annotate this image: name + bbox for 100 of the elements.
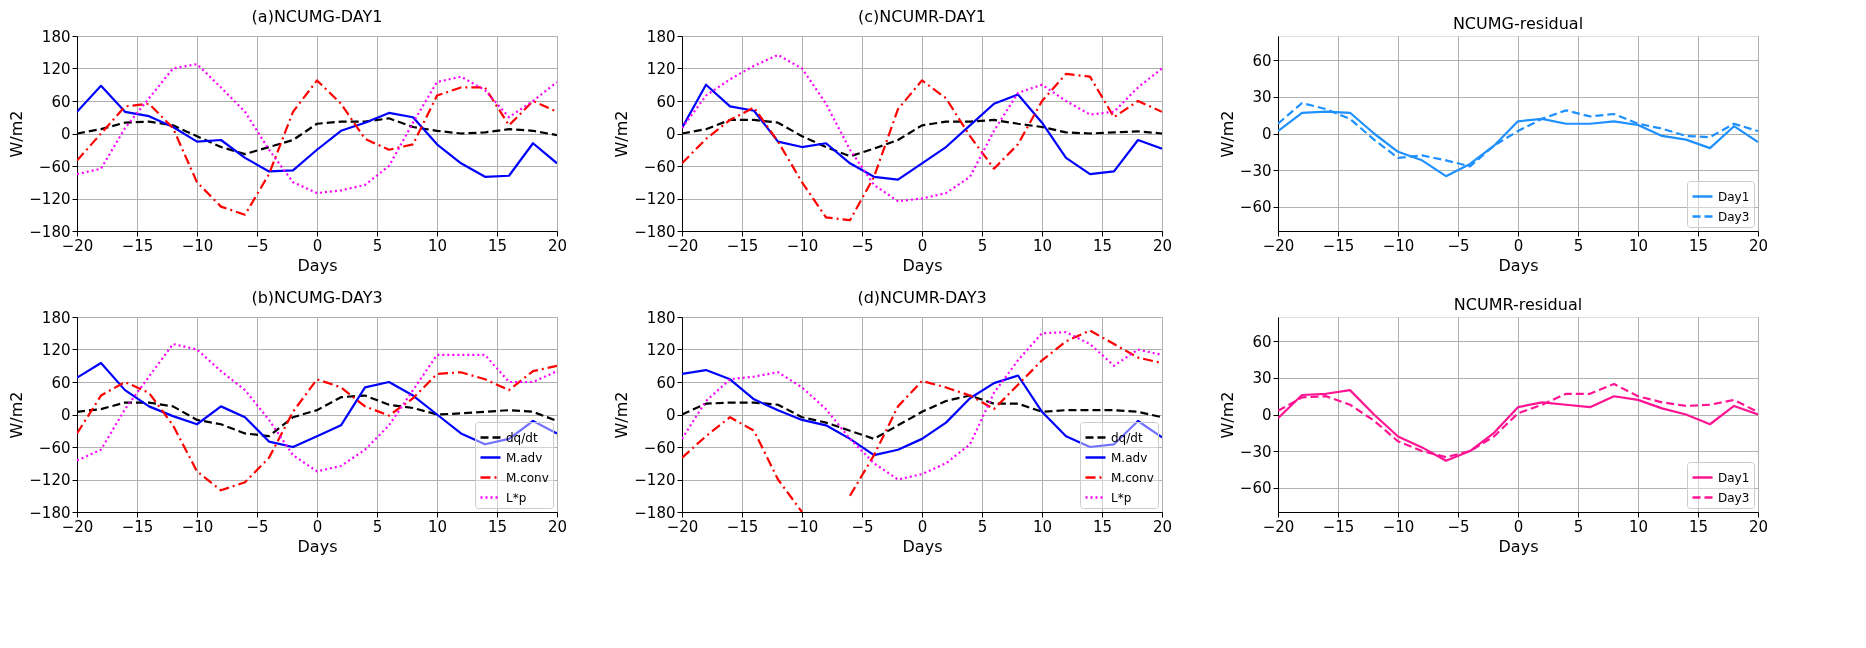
- x-tick-label: −10: [181, 517, 214, 536]
- x-tick-label: −10: [1382, 236, 1415, 255]
- legend-label: M.adv: [1111, 450, 1148, 465]
- x-tick-label: −15: [726, 517, 759, 536]
- y-tick-label: −60: [1239, 479, 1272, 498]
- chart-title: (d)NCUMR-DAY3: [857, 288, 987, 307]
- x-tick-label: 0: [312, 517, 323, 536]
- x-tick-label: 5: [372, 236, 383, 255]
- y-tick-label: 0: [60, 406, 71, 424]
- x-tick-label: −10: [786, 517, 819, 536]
- x-tick-label: 20: [1748, 236, 1769, 255]
- line-series: [77, 79, 557, 216]
- x-tick-label: 15: [487, 236, 508, 255]
- y-tick-label: 120: [41, 341, 71, 359]
- y-tick-label: 180: [646, 27, 676, 46]
- x-tick-label: 0: [917, 236, 928, 255]
- y-tick-label: 30: [1252, 369, 1272, 388]
- x-tick-label: 15: [1092, 236, 1113, 255]
- x-axis-title: Days: [1498, 536, 1539, 556]
- x-tick-label: 10: [1032, 517, 1053, 536]
- y-tick-label: −120: [634, 471, 676, 489]
- x-tick-label: 20: [1748, 517, 1769, 536]
- legend-label: Day1: [1718, 470, 1750, 485]
- legend-label: dq/dt: [1111, 430, 1143, 445]
- x-tick-label: 5: [372, 517, 383, 536]
- y-tick-label: 0: [665, 125, 676, 143]
- x-tick-label: 5: [1573, 517, 1584, 536]
- y-tick-label: 120: [41, 60, 71, 78]
- y-axis-title: W/m2: [1217, 391, 1237, 439]
- line-series: [77, 364, 557, 492]
- x-tick-label: 10: [427, 517, 448, 536]
- x-tick-label: −5: [1447, 236, 1470, 255]
- chart-title: (c)NCUMR-DAY1: [858, 7, 986, 26]
- x-tick-label: −10: [1382, 517, 1415, 536]
- legend-label: Day1: [1718, 189, 1750, 204]
- y-tick-label: 60: [1252, 332, 1272, 351]
- x-axis-title: Days: [902, 536, 943, 556]
- y-tick-label: −60: [643, 157, 676, 176]
- x-tick-label: −5: [246, 517, 269, 536]
- line-series: [682, 83, 1162, 181]
- y-tick-label: 180: [646, 308, 676, 327]
- chart-title: NCUMG-residual: [1452, 14, 1584, 33]
- x-tick-label: 15: [1688, 517, 1709, 536]
- x-tick-label: −15: [121, 517, 154, 536]
- legend-label: M.conv: [1111, 470, 1154, 485]
- legend-label: L*p: [506, 490, 527, 505]
- x-tick-label: −5: [1447, 517, 1470, 536]
- line-series: [682, 331, 1162, 481]
- x-tick-label: 20: [1152, 236, 1173, 255]
- y-tick-label: −60: [38, 157, 71, 176]
- x-axis-title: Days: [1498, 255, 1539, 275]
- y-tick-label: 120: [646, 341, 676, 359]
- y-tick-label: 0: [665, 406, 676, 424]
- x-tick-label: −15: [1322, 236, 1355, 255]
- legend-label: M.conv: [506, 470, 549, 485]
- line-series: [77, 361, 557, 449]
- x-tick-label: 0: [312, 236, 323, 255]
- line-series: [682, 53, 1162, 203]
- line-series: [77, 84, 557, 178]
- y-tick-label: −120: [29, 471, 71, 489]
- legend-label: Day3: [1718, 490, 1750, 505]
- y-tick-label: 60: [656, 92, 676, 111]
- x-axis-title: Days: [297, 536, 338, 556]
- y-tick-label: 60: [1252, 51, 1272, 70]
- y-tick-label: 180: [41, 308, 71, 327]
- legend-label: Day3: [1718, 209, 1750, 224]
- y-axis-title: W/m2: [612, 391, 632, 439]
- x-tick-label: −20: [1262, 517, 1295, 536]
- y-tick-label: −30: [1239, 442, 1272, 461]
- y-axis-title: W/m2: [1217, 110, 1237, 158]
- x-tick-label: 20: [1152, 517, 1173, 536]
- y-tick-label: −120: [29, 190, 71, 208]
- x-tick-label: 20: [547, 236, 568, 255]
- x-tick-label: −10: [786, 236, 819, 255]
- x-tick-label: 5: [1573, 236, 1584, 255]
- x-tick-label: −10: [181, 236, 214, 255]
- chart-title: (a)NCUMG-DAY1: [251, 7, 383, 26]
- y-tick-label: −60: [38, 438, 71, 457]
- x-axis-title: Days: [297, 255, 338, 275]
- x-tick-label: 10: [1032, 236, 1053, 255]
- x-tick-label: 10: [1628, 236, 1649, 255]
- y-tick-label: −60: [643, 438, 676, 457]
- y-axis-title: W/m2: [612, 110, 632, 158]
- x-tick-label: −15: [121, 236, 154, 255]
- legend-label: dq/dt: [506, 430, 538, 445]
- legend-label: M.adv: [506, 450, 543, 465]
- x-tick-label: 10: [427, 236, 448, 255]
- x-tick-label: −5: [246, 236, 269, 255]
- y-tick-label: 0: [1261, 125, 1272, 143]
- y-tick-label: 120: [646, 60, 676, 78]
- chart-title: (b)NCUMG-DAY3: [251, 288, 383, 307]
- y-tick-label: 30: [1252, 88, 1272, 107]
- x-tick-label: 0: [1513, 517, 1524, 536]
- x-tick-label: 15: [487, 517, 508, 536]
- x-tick-label: 5: [977, 517, 988, 536]
- x-tick-label: 0: [917, 517, 928, 536]
- y-tick-label: −30: [1239, 161, 1272, 180]
- chart-title: NCUMR-residual: [1453, 295, 1583, 314]
- y-axis-title: W/m2: [7, 391, 27, 439]
- line-series: [77, 342, 557, 473]
